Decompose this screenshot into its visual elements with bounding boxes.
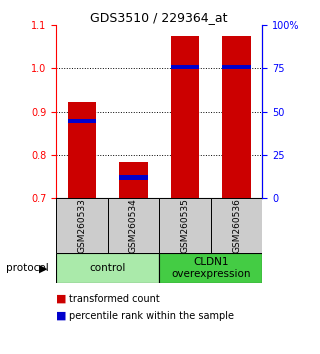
Bar: [119, 162, 148, 198]
Bar: [56, 198, 108, 253]
Text: GSM260533: GSM260533: [77, 198, 86, 253]
Bar: [68, 102, 96, 198]
Bar: [159, 253, 262, 283]
Bar: [211, 198, 262, 253]
Text: CLDN1
overexpression: CLDN1 overexpression: [171, 257, 251, 279]
Text: transformed count: transformed count: [69, 294, 160, 304]
Text: ▶: ▶: [39, 263, 47, 273]
Text: GSM260534: GSM260534: [129, 198, 138, 253]
Text: control: control: [89, 263, 126, 273]
Text: GSM260536: GSM260536: [232, 198, 241, 253]
Bar: [222, 36, 251, 198]
Text: percentile rank within the sample: percentile rank within the sample: [69, 311, 234, 321]
Bar: [171, 65, 199, 69]
Bar: [56, 253, 159, 283]
Text: ■: ■: [56, 294, 67, 304]
Bar: [222, 65, 251, 69]
Bar: [159, 198, 211, 253]
Bar: [119, 175, 148, 179]
Title: GDS3510 / 229364_at: GDS3510 / 229364_at: [91, 11, 228, 24]
Text: GSM260535: GSM260535: [180, 198, 189, 253]
Text: protocol: protocol: [6, 263, 49, 273]
Bar: [171, 36, 199, 198]
Bar: [68, 119, 96, 123]
Text: ■: ■: [56, 311, 67, 321]
Bar: [108, 198, 159, 253]
